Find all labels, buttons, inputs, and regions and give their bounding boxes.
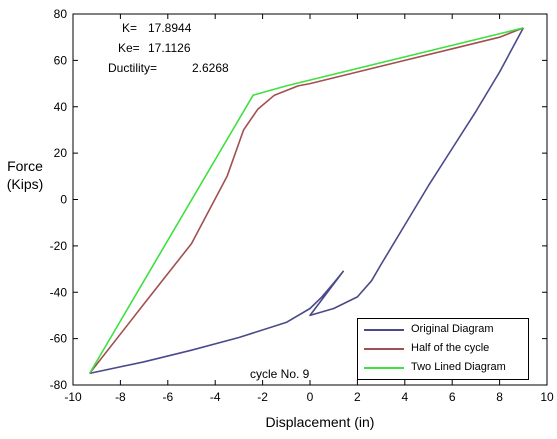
x-axis-label: Displacement (in) bbox=[265, 414, 375, 430]
series-line bbox=[88, 27, 524, 374]
y-tick-label: -20 bbox=[50, 239, 68, 253]
stat-label: Ke= bbox=[118, 41, 140, 55]
legend-label: Original Diagram bbox=[411, 323, 494, 335]
x-tick-label: -4 bbox=[210, 390, 221, 404]
legend-swatch bbox=[364, 348, 404, 350]
y-tick-label: 0 bbox=[60, 193, 67, 207]
legend: Original Diagram Half of the cycle Two L… bbox=[357, 318, 529, 380]
x-tick-label: 6 bbox=[449, 390, 456, 404]
y-axis: 80 60 40 20 0 -20 -40 -60 -80 bbox=[50, 7, 547, 392]
x-tick-label: 10 bbox=[540, 390, 554, 404]
stat-value: 17.8944 bbox=[148, 21, 192, 35]
y-tick-label: -80 bbox=[50, 378, 68, 392]
stat-value: 2.6268 bbox=[192, 61, 229, 75]
stat-label: Ductility= bbox=[108, 61, 158, 75]
x-tick-label: -8 bbox=[115, 390, 126, 404]
legend-item: Two Lined Diagram bbox=[358, 359, 528, 377]
x-tick-label: 0 bbox=[307, 390, 314, 404]
x-tick-label: -6 bbox=[162, 390, 173, 404]
y-tick-label: 80 bbox=[54, 7, 68, 21]
y-tick-label: 20 bbox=[54, 146, 68, 160]
x-tick-label: -2 bbox=[257, 390, 268, 404]
legend-label: Half of the cycle bbox=[411, 342, 490, 354]
y-tick-label: 40 bbox=[54, 100, 68, 114]
x-axis: -10 -8 -6 -4 -2 0 2 4 6 8 10 bbox=[64, 14, 554, 404]
legend-item: Half of the cycle bbox=[358, 340, 528, 358]
stat-label: K= bbox=[122, 21, 138, 35]
series-line bbox=[88, 27, 524, 374]
x-tick-label: 8 bbox=[496, 390, 503, 404]
series-line bbox=[89, 27, 525, 375]
x-tick-label: 4 bbox=[401, 390, 408, 404]
series-layer bbox=[88, 27, 525, 375]
stat-value: 17.1126 bbox=[148, 41, 191, 55]
y-tick-label: -60 bbox=[50, 332, 68, 346]
legend-item: Original Diagram bbox=[358, 321, 528, 339]
legend-swatch bbox=[364, 329, 404, 331]
x-tick-label: 2 bbox=[354, 390, 361, 404]
y-tick-label: 60 bbox=[54, 53, 68, 67]
y-axis-label-line: (Kips) bbox=[6, 176, 44, 192]
legend-swatch bbox=[364, 367, 404, 369]
legend-label: Two Lined Diagram bbox=[411, 361, 506, 373]
y-axis-label: Force (Kips) bbox=[2, 157, 48, 193]
cycle-label: cycle No. 9 bbox=[250, 367, 310, 381]
x-tick-label: -10 bbox=[64, 390, 82, 404]
y-axis-label-line: Force bbox=[7, 158, 43, 174]
y-tick-label: -40 bbox=[50, 285, 68, 299]
